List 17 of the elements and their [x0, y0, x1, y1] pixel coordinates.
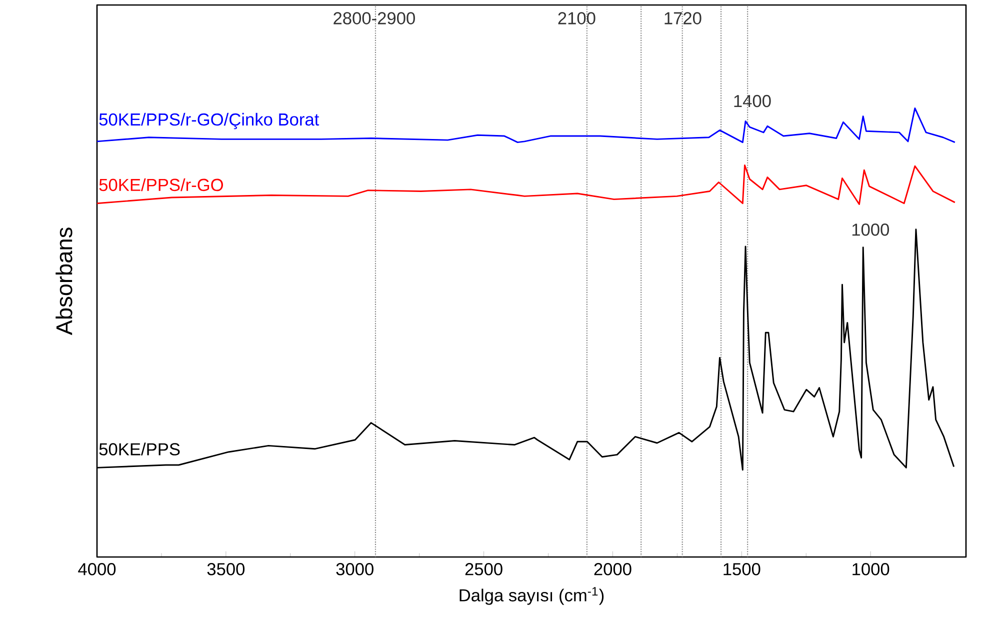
x-tick-label: 3000 [336, 563, 374, 576]
x-tick-label: 2000 [594, 563, 632, 576]
series-label: 50KE/PPS [99, 442, 180, 456]
x-tick-label: 1500 [724, 563, 760, 576]
text: 2800-2900 [334, 12, 415, 24]
series-label: 50KE/PPS/r-GO [99, 178, 223, 192]
x-tick-label: 1000 [852, 563, 890, 576]
series-label: 50KE/PPS/r-GO/Çinko Borat [99, 112, 320, 130]
text: 1720 [664, 12, 702, 24]
x-tick-label: 3500 [207, 563, 245, 576]
x-tick-label: 4000 [78, 563, 116, 576]
x-tick-label: 2500 [465, 563, 502, 576]
annotation: 1000 [852, 224, 889, 236]
y-axis-title: Absorbans [56, 228, 72, 336]
x-axis-title: Dalga sayısı (cm$^{-1}$) [460, 587, 604, 605]
text: 2100 [558, 12, 596, 24]
text: 1400 [734, 94, 771, 108]
